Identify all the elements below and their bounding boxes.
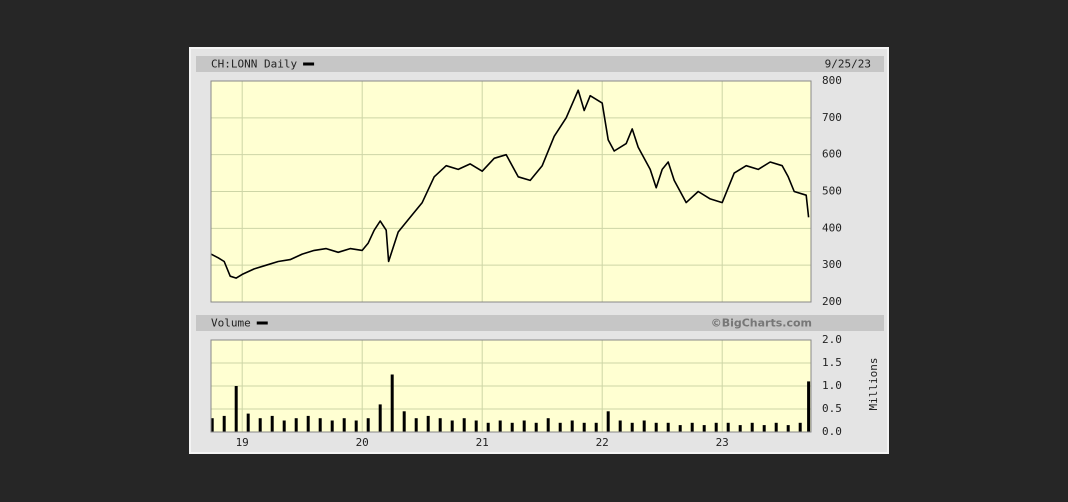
volume-bar: [234, 386, 238, 432]
volume-header-bar: [196, 315, 884, 331]
y-tick-label: 300: [822, 258, 842, 271]
volume-bar: [450, 420, 454, 432]
volume-bar: [606, 411, 610, 432]
volume-bar: [486, 422, 490, 432]
volume-bar: [258, 418, 262, 432]
y-tick-label: 700: [822, 111, 842, 124]
volume-bar: [318, 418, 322, 432]
y-tick-label: 1.0: [822, 379, 842, 392]
volume-bar: [282, 420, 286, 432]
volume-bar: [546, 418, 550, 432]
x-tick-label: 19: [236, 436, 249, 449]
y-tick-label: 1.5: [822, 356, 842, 369]
volume-bar: [246, 413, 250, 432]
volume-bar: [210, 418, 214, 432]
volume-bar: [618, 420, 622, 432]
y-axis-label: Millions: [867, 358, 880, 411]
volume-bar: [750, 422, 754, 432]
volume-bar: [798, 422, 802, 432]
volume-bar: [738, 425, 742, 432]
date-label: 9/25/23: [825, 58, 871, 71]
y-tick-label: 0.5: [822, 402, 842, 415]
legend-swatch: [303, 62, 315, 66]
legend-swatch: [256, 321, 268, 325]
volume-bar: [342, 418, 346, 432]
y-tick-label: 600: [822, 148, 842, 161]
volume-bar: [522, 420, 526, 432]
volume-bar: [726, 422, 730, 432]
y-tick-label: 0.0: [822, 425, 842, 438]
chart-title: CH:LONN Daily: [211, 58, 297, 71]
volume-bar: [510, 422, 514, 432]
y-tick-label: 400: [822, 221, 842, 234]
y-tick-label: 2.0: [822, 333, 842, 346]
volume-bar: [762, 425, 766, 432]
volume-bar: [654, 422, 658, 432]
volume-bar: [222, 415, 226, 432]
volume-bar: [438, 418, 442, 432]
volume-bar: [378, 404, 382, 432]
header-bar: [196, 56, 884, 72]
volume-bar: [630, 422, 634, 432]
volume-bar: [270, 415, 274, 432]
volume-bar: [690, 422, 694, 432]
volume-bar: [594, 422, 598, 432]
volume-bar: [774, 422, 778, 432]
y-tick-label: 200: [822, 295, 842, 308]
volume-bar: [498, 420, 502, 432]
volume-bar: [702, 425, 706, 432]
volume-bar: [426, 415, 430, 432]
volume-bar: [642, 420, 646, 432]
volume-bar: [462, 418, 466, 432]
plot-border: [210, 80, 812, 303]
volume-bar: [474, 420, 478, 432]
plot-border: [210, 339, 812, 433]
volume-bar: [402, 411, 406, 432]
volume-bar: [807, 381, 811, 432]
volume-bar: [294, 418, 298, 432]
volume-bar: [354, 420, 358, 432]
x-tick-label: 23: [716, 436, 729, 449]
x-tick-label: 22: [596, 436, 609, 449]
price-line: [210, 89, 810, 279]
x-tick-label: 20: [356, 436, 369, 449]
volume-bar: [534, 422, 538, 432]
volume-bar: [330, 420, 334, 432]
volume-bar: [366, 418, 370, 432]
volume-bar: [390, 374, 394, 432]
volume-bar: [570, 420, 574, 432]
volume-bar: [666, 422, 670, 432]
volume-bar: [582, 422, 586, 432]
volume-title: Volume: [211, 317, 251, 330]
volume-bar: [558, 422, 562, 432]
x-tick-label: 21: [476, 436, 489, 449]
y-tick-label: 500: [822, 185, 842, 198]
volume-bar: [786, 425, 790, 432]
volume-bar: [306, 415, 310, 432]
y-tick-label: 800: [822, 74, 842, 87]
volume-bar: [678, 425, 682, 432]
volume-bar: [414, 418, 418, 432]
volume-bar: [714, 422, 718, 432]
annotation: ©BigCharts.com: [711, 317, 812, 330]
